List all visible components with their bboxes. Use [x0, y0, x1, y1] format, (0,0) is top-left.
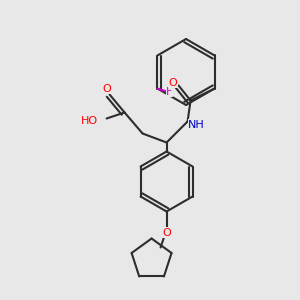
Text: O: O [162, 227, 171, 238]
Text: O: O [168, 77, 177, 88]
Text: O: O [102, 83, 111, 94]
Text: NH: NH [188, 119, 205, 130]
Text: HO: HO [80, 116, 98, 127]
Text: F: F [166, 86, 172, 97]
